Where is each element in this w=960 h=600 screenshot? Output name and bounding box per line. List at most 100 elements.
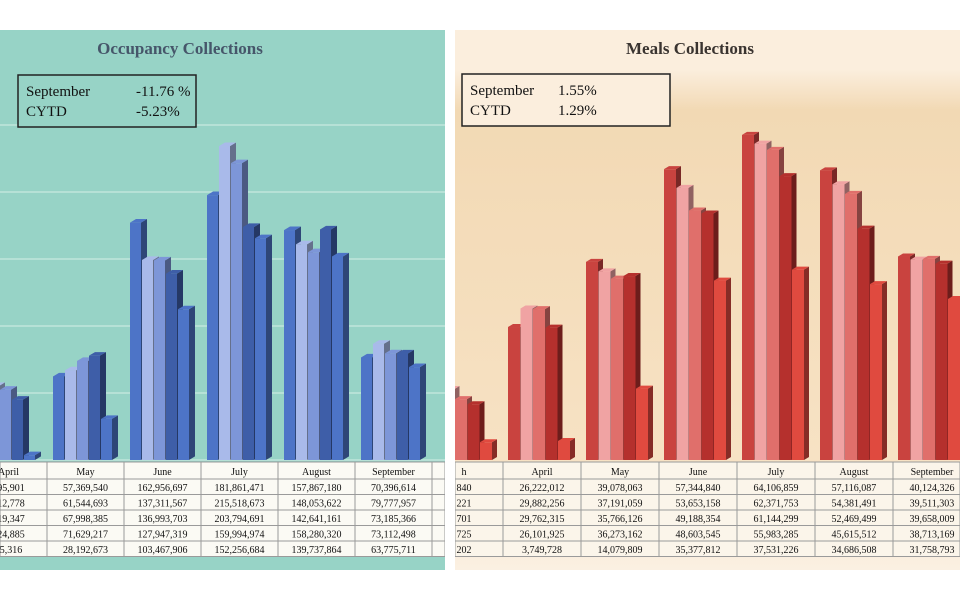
bar-front xyxy=(332,256,343,460)
bar xyxy=(558,437,575,460)
bar-top xyxy=(820,167,837,171)
bar-front xyxy=(154,260,165,460)
bar-front xyxy=(284,230,295,460)
bar-top xyxy=(0,382,5,386)
table-cell: 424,885 xyxy=(0,530,25,541)
category-label: May xyxy=(76,467,94,478)
bar-top xyxy=(779,173,797,177)
table-cell: 54,381,491 xyxy=(832,499,877,510)
bar-side xyxy=(648,385,653,460)
bar-front xyxy=(701,213,714,460)
bar xyxy=(255,234,272,460)
bar-top xyxy=(623,273,641,277)
bar-side xyxy=(492,439,497,460)
bar xyxy=(545,324,563,460)
bar-front xyxy=(361,357,372,460)
occupancy-chart: Occupancy Collections September -11.76 % CY… xyxy=(0,39,445,557)
bar-top xyxy=(689,207,706,211)
bar-front xyxy=(935,263,948,460)
bar xyxy=(12,396,29,460)
bar-top xyxy=(767,146,784,150)
bar-front xyxy=(598,271,611,460)
category-label: September xyxy=(911,467,954,478)
table-cell: 495,901 xyxy=(0,483,25,494)
bar-top xyxy=(832,181,850,185)
table-cell: 202 xyxy=(457,545,472,556)
bar-top xyxy=(397,349,414,354)
bar-top xyxy=(586,258,603,262)
bar-top xyxy=(243,223,260,227)
bar-front xyxy=(409,367,420,460)
table-cell: 64,106,859 xyxy=(754,483,799,494)
table-cell: 701 xyxy=(457,514,472,525)
bar-front xyxy=(0,389,11,460)
bar xyxy=(480,439,497,460)
bar-front xyxy=(373,343,384,460)
bar-front xyxy=(385,353,396,460)
bar xyxy=(24,451,41,460)
category-label: August xyxy=(302,467,331,478)
table-cell: 39,511,303 xyxy=(910,499,955,510)
table-cell: 55,983,285 xyxy=(754,530,799,541)
table-cell: 31,758,793 xyxy=(910,545,955,556)
bar-front xyxy=(77,360,88,460)
category-label: September xyxy=(372,467,415,478)
bar-front xyxy=(832,184,845,461)
bar-front xyxy=(636,388,648,460)
legend: September -11.76 % CYTD -5.23% xyxy=(17,74,197,128)
bar xyxy=(101,415,118,460)
legend-value: -5.23% xyxy=(136,104,180,120)
category-label: June xyxy=(153,467,172,478)
table-cell: 70,396,614 xyxy=(371,483,416,494)
category-label: July xyxy=(768,467,785,478)
bar-front xyxy=(779,176,792,460)
bar-top xyxy=(385,349,402,354)
legend-value: 1.55% xyxy=(558,83,597,99)
bar-top xyxy=(558,437,575,441)
table-cell: 158,280,320 xyxy=(292,530,342,541)
table-cell: 48,603,545 xyxy=(676,530,721,541)
bar-front xyxy=(820,170,832,460)
bar xyxy=(409,363,426,460)
bar-top xyxy=(636,385,653,389)
bar-top xyxy=(480,439,497,443)
bar-top xyxy=(178,305,195,310)
legend-value: 1.29% xyxy=(558,103,597,119)
bar-top xyxy=(101,415,118,419)
bar-front xyxy=(89,355,100,460)
table-cell: 127,947,319 xyxy=(138,530,188,541)
bar-side xyxy=(420,363,426,460)
table-cell: 61,144,299 xyxy=(754,514,799,525)
bar-top xyxy=(130,219,147,223)
legend-label: CYTD xyxy=(470,103,511,119)
bar-front xyxy=(166,273,177,460)
table-cell: 36,273,162 xyxy=(598,530,643,541)
bar xyxy=(178,305,195,460)
bar-front xyxy=(558,440,570,460)
meals-collections-panel: Meals Collections September 1.55% CYTD 1.29%… xyxy=(455,30,960,570)
table-cell: 39,078,063 xyxy=(598,483,643,494)
table-cell: 221 xyxy=(457,499,472,510)
bar-top xyxy=(284,226,301,231)
legend-label: September xyxy=(26,84,90,100)
bar-top xyxy=(676,184,694,188)
data-table: April 495,901 812,778 219,347 424,885 15,316 M… xyxy=(0,461,445,557)
bar-front xyxy=(467,404,480,460)
legend: September 1.55% CYTD 1.29% xyxy=(461,73,671,127)
table-cell: 215,518,673 xyxy=(215,499,265,510)
table-cell: 52,469,499 xyxy=(832,514,877,525)
bar-front xyxy=(742,134,754,460)
bar-top xyxy=(948,295,960,299)
bar-top xyxy=(742,131,759,135)
category-label: July xyxy=(231,467,248,478)
bar-front xyxy=(243,226,254,460)
bar-top xyxy=(409,363,426,368)
bar-side xyxy=(112,415,118,460)
bar-top xyxy=(296,240,313,245)
bar-side xyxy=(23,396,29,460)
table-cell: 57,344,840 xyxy=(676,483,721,494)
bar-side xyxy=(726,277,731,460)
bar-top xyxy=(320,225,337,230)
bar-side xyxy=(189,305,195,460)
category-label: May xyxy=(611,467,629,478)
